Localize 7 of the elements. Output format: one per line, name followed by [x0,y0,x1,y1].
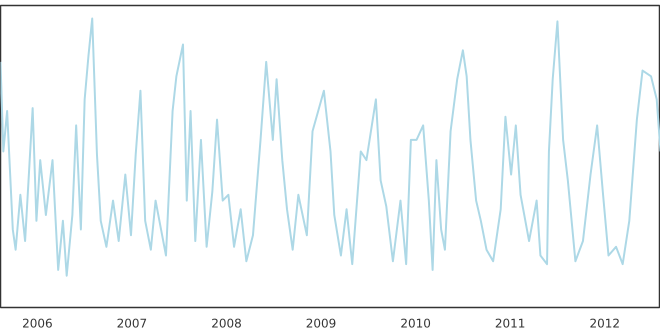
x-tick-label: 2010 [400,316,431,330]
x-tick-label: 2006 [22,316,53,330]
x-tick-label: 2009 [306,316,336,330]
x-tick-label: 2012 [589,316,620,330]
x-tick-label: 2008 [211,316,242,330]
x-tick-label: 2011 [494,316,526,330]
x-tick-label: 2007 [116,316,148,330]
